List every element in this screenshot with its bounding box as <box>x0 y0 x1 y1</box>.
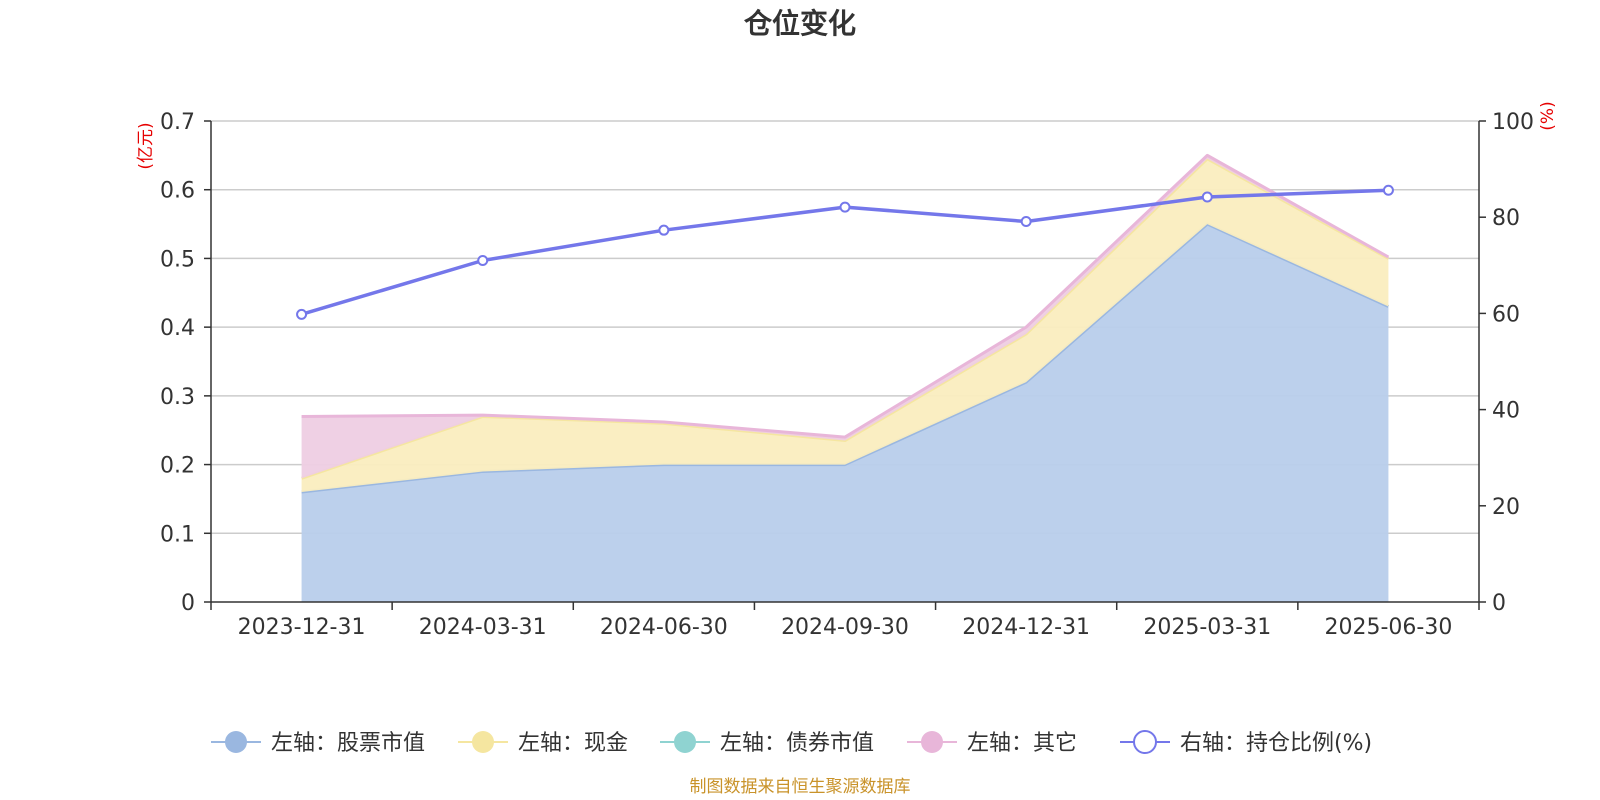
legend-item: 左轴：债券市值 <box>660 731 874 756</box>
legend-item: 左轴：现金 <box>458 731 628 756</box>
x-axis-tick-label: 2024-03-31 <box>419 615 547 640</box>
left-axis-tick-label: 0.2 <box>160 454 195 479</box>
data-source-note: 制图数据来自恒生聚源数据库 <box>690 777 911 797</box>
legend-label: 左轴：股票市值 <box>271 731 425 756</box>
ratio-point <box>1020 216 1032 228</box>
x-axis-tick-label: 2024-09-30 <box>781 615 909 640</box>
x-axis-tick-label: 2025-03-31 <box>1143 615 1271 640</box>
right-axis-tick-label: 80 <box>1492 206 1520 231</box>
legend-marker <box>921 731 943 753</box>
legend-marker <box>1133 730 1157 754</box>
right-axis-tick-label: 100 <box>1492 110 1534 135</box>
legend-label: 右轴：持仓比例(%) <box>1180 731 1372 756</box>
legend-item: 右轴：持仓比例(%) <box>1120 730 1372 756</box>
ratio-point <box>1382 184 1394 196</box>
right-axis-tick-label: 20 <box>1492 495 1520 520</box>
left-axis-tick-label: 0.7 <box>160 110 195 135</box>
left-axis-tick-label: 0 <box>181 591 195 616</box>
legend-label: 左轴：债券市值 <box>720 731 874 756</box>
right-axis-tick-label: 60 <box>1492 302 1520 327</box>
ratio-point <box>296 308 308 320</box>
stacked-areas <box>301 153 1390 603</box>
left-axis-tick-label: 0.4 <box>160 316 195 341</box>
area-series-0 <box>301 224 1389 603</box>
left-axis-unit: (亿元) <box>136 122 156 169</box>
x-axis-tick-label: 2024-06-30 <box>600 615 728 640</box>
left-axis-tick-label: 0.3 <box>160 385 195 410</box>
legend: 左轴：股票市值 左轴：现金 左轴：债券市值 左轴：其它 右轴：持仓比例(%) <box>211 730 1372 756</box>
legend-label: 左轴：现金 <box>518 731 628 756</box>
ratio-point <box>477 254 489 266</box>
right-axis-tick-label: 40 <box>1492 399 1520 424</box>
ratio-point <box>658 224 670 236</box>
legend-marker <box>674 731 696 753</box>
left-axis-tick-label: 0.5 <box>160 247 195 272</box>
legend-item: 左轴：其它 <box>907 731 1077 756</box>
right-axis-unit: (%) <box>1538 101 1558 130</box>
area-edge-series-3 <box>301 153 1390 439</box>
x-axis-tick-label: 2025-06-30 <box>1324 615 1452 640</box>
chart-title: 仓位变化 <box>744 7 856 40</box>
right-axis-tick-label: 0 <box>1492 591 1506 616</box>
x-axis-tick-label: 2024-12-31 <box>962 615 1090 640</box>
area-series-1 <box>301 158 1389 493</box>
legend-item: 左轴：股票市值 <box>211 731 425 756</box>
ratio-point <box>1201 191 1213 203</box>
axes: 0 0.1 0.2 0.3 0.4 0.5 0.6 0.7 0 20 40 60 80 100 2023-1… <box>160 110 1534 640</box>
left-axis-tick-label: 0.1 <box>160 522 195 547</box>
legend-marker <box>472 731 494 753</box>
x-axis-tick-label: 2023-12-31 <box>238 615 366 640</box>
legend-marker <box>225 731 247 753</box>
left-axis-tick-label: 0.6 <box>160 179 195 204</box>
ratio-line <box>296 184 1394 320</box>
ratio-point <box>839 201 851 213</box>
legend-label: 左轴：其它 <box>967 731 1077 756</box>
